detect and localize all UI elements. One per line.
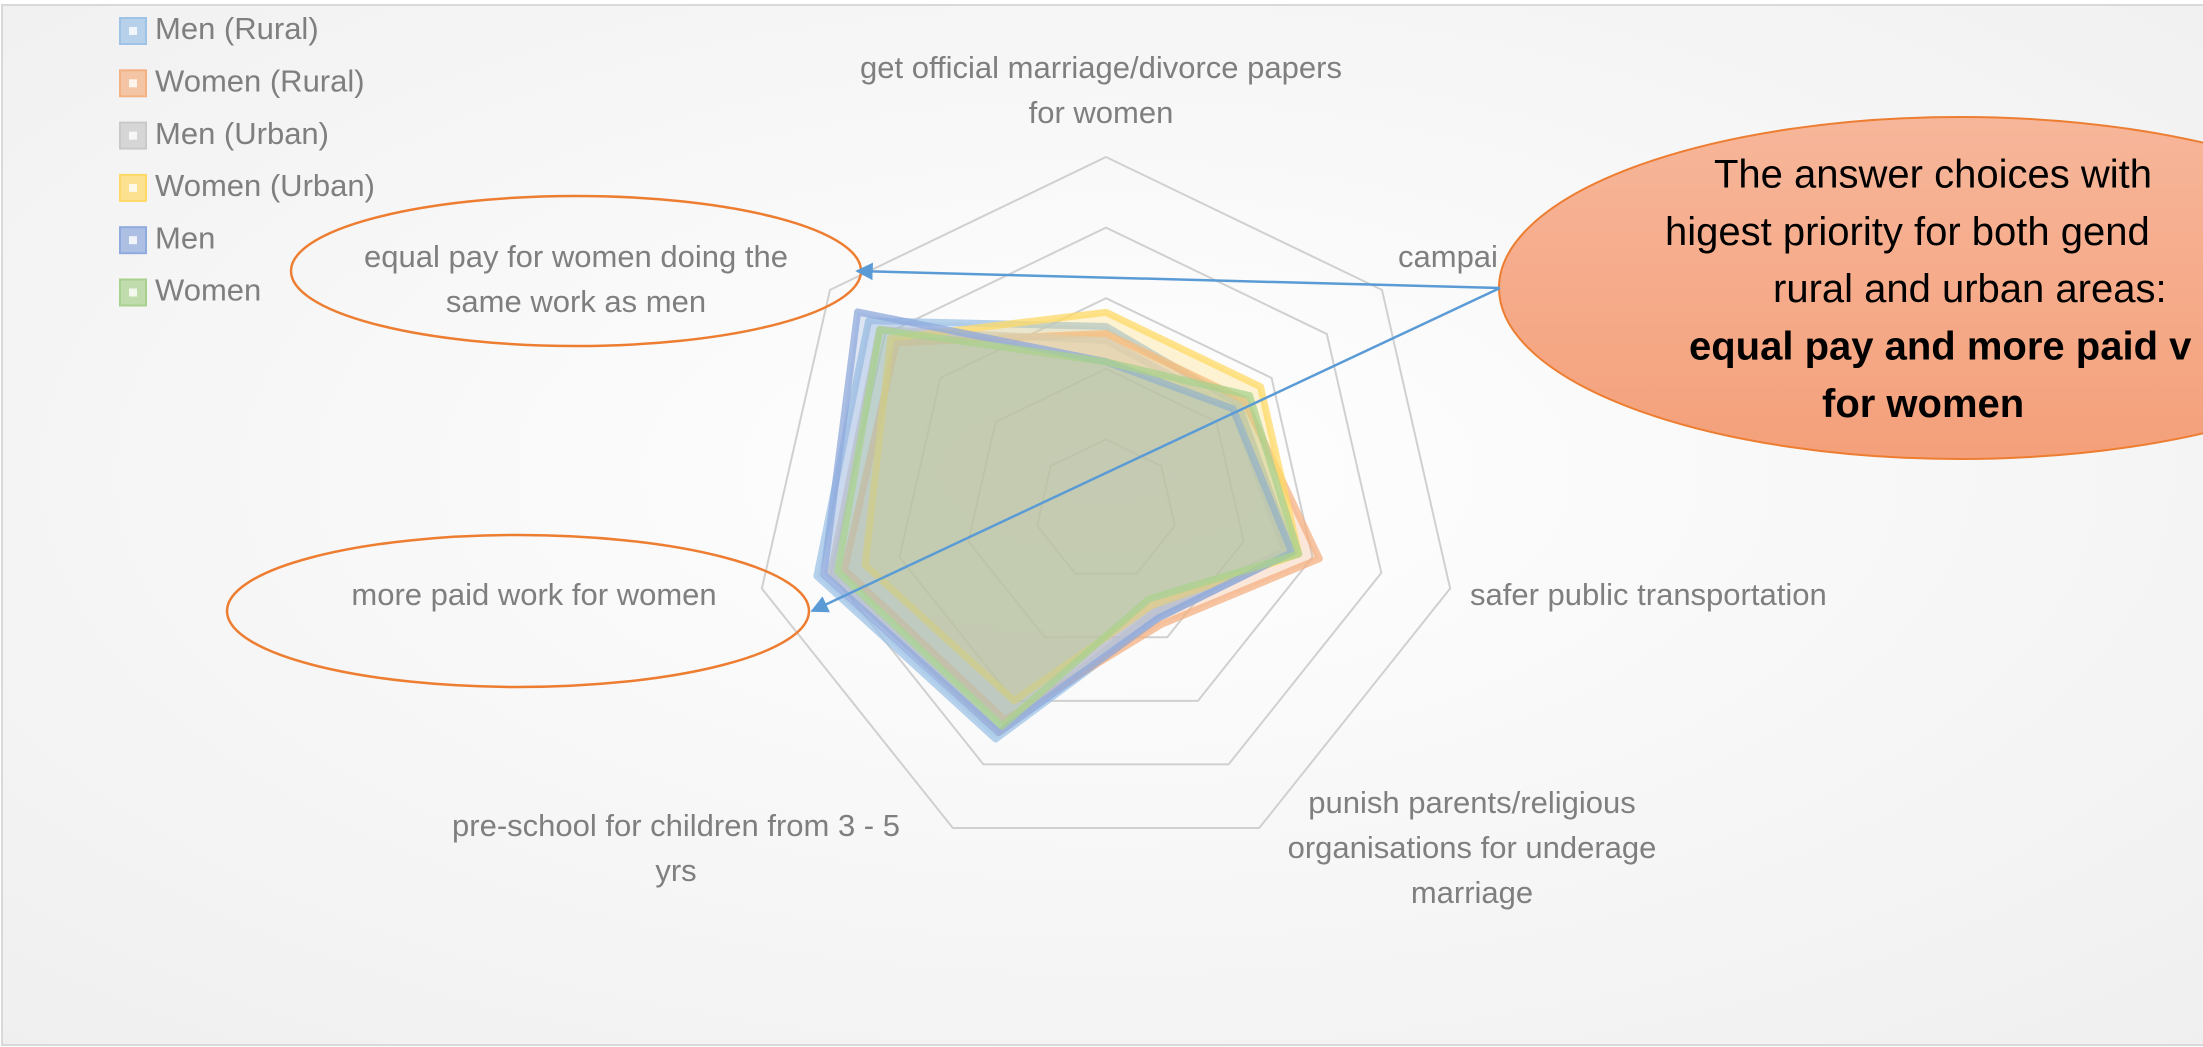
- grid-ring: [760, 155, 1452, 830]
- legend-label: Women (Rural): [155, 63, 365, 98]
- axis-label: for women: [1029, 95, 1174, 130]
- grid-ring: [829, 226, 1383, 766]
- legend-swatch-inner: [129, 236, 137, 245]
- legend-label: Women (Urban): [155, 168, 375, 203]
- series-area: [820, 308, 1296, 737]
- axis-label: pre-school for children from 3 - 5: [452, 808, 900, 843]
- axis-label: punish parents/religious: [1308, 785, 1635, 820]
- legend-swatch-inner: [129, 79, 137, 88]
- grid-ring: [898, 297, 1314, 702]
- legend-label: Men: [155, 220, 215, 255]
- axis-label: organisations for underage: [1288, 830, 1657, 865]
- axis-label: campai: [1398, 239, 1498, 274]
- legend-swatch-inner: [129, 288, 137, 297]
- callout-text: The answer choices with: [1714, 153, 2152, 197]
- axis-label: get official marriage/divorce papers: [860, 50, 1342, 85]
- legend-swatch-inner: [129, 131, 137, 140]
- axis-label: marriage: [1411, 875, 1533, 910]
- series-area: [834, 326, 1303, 730]
- callout-text: for women: [1822, 382, 2024, 426]
- legend-label: Women: [155, 273, 261, 308]
- callout-text: rural and urban areas:: [1773, 267, 2167, 311]
- legend-swatch-inner: [129, 183, 137, 192]
- legend-swatch-inner: [129, 27, 137, 35]
- axis-label: safer public transportation: [1470, 577, 1827, 612]
- legend-label: Men (Rural): [155, 11, 319, 46]
- highlight-ellipse: [225, 533, 811, 689]
- legend-label: Men (Urban): [155, 116, 329, 151]
- axis-label: same work as men: [446, 284, 706, 319]
- arrow: [810, 286, 1501, 613]
- callout-text: equal pay and more paid v: [1689, 324, 2192, 368]
- grid-ring: [1036, 438, 1176, 575]
- axis-label: yrs: [655, 853, 696, 888]
- arrow: [855, 262, 1501, 290]
- callout-text: higest priority for both gend: [1665, 210, 2150, 254]
- axis-label: more paid work for women: [351, 577, 716, 612]
- axis-label: equal pay for women doing the: [364, 239, 788, 274]
